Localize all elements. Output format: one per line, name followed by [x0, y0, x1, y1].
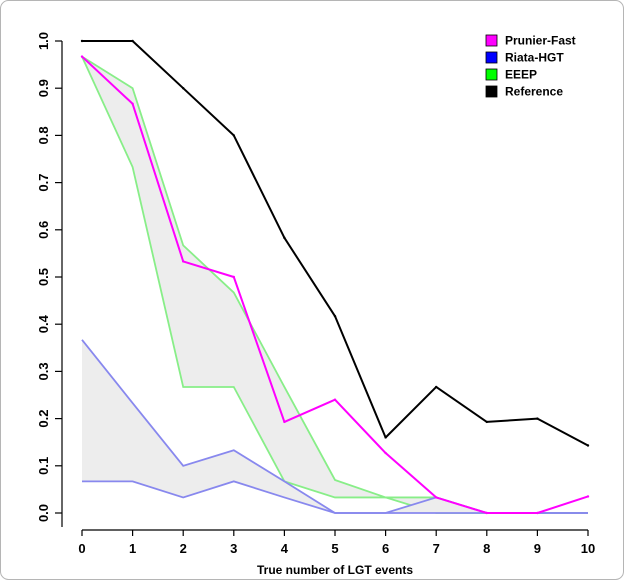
legend-swatch-prunier-fast [485, 34, 498, 47]
x-tick-label: 0 [78, 541, 85, 556]
x-tick-label: 9 [534, 541, 541, 556]
x-tick-label: 3 [230, 541, 237, 556]
x-tick-label: 4 [281, 541, 289, 556]
reference-point [182, 87, 185, 90]
x-axis-title: True number of LGT events [257, 563, 413, 577]
axes-layer: True number of LGT events 0.0 0.1 0.2 0.3 0.… [36, 32, 595, 577]
riata-hgt-band-fill [82, 339, 588, 513]
prunier-fast-point [333, 398, 337, 401]
reference-point [283, 236, 286, 240]
prunier-fast-point [384, 451, 387, 455]
y-tick-label: 0.5 [36, 268, 51, 286]
prunier-fast-point [586, 495, 590, 498]
eeep-band-fill [82, 56, 588, 514]
lines-layer [80, 39, 590, 515]
y-tick-label: 0.7 [36, 174, 51, 192]
y-tick-label: 0.1 [36, 457, 51, 475]
legend-label-eeep: EEEP [505, 68, 537, 82]
reference-point [435, 385, 438, 389]
reference-point [536, 417, 539, 420]
prunier-fast-point [485, 511, 488, 515]
y-tick-label: 0.9 [36, 79, 51, 97]
prunier-fast-point [283, 420, 286, 424]
x-tick-label: 10 [581, 541, 595, 556]
y-tick-label: 0.8 [36, 126, 51, 144]
x-tick-label: 8 [483, 541, 490, 556]
legend-label-reference: Reference [505, 85, 563, 99]
legend-label-prunier-fast: Prunier-Fast [505, 34, 576, 48]
legend-swatch-eeep [485, 68, 498, 81]
reference-point [131, 39, 134, 43]
x-tick-label: 6 [382, 541, 389, 556]
reference-point [485, 420, 488, 424]
reference-point [232, 134, 235, 137]
y-tick-label: 0.0 [36, 504, 51, 522]
legend: Prunier-Fast Riata-HGT EEEP Reference [485, 34, 576, 99]
prunier-fast-point [232, 275, 235, 279]
prunier-fast-point [435, 496, 438, 499]
x-tick-label: 1 [129, 541, 136, 556]
y-tick-label: 1.0 [36, 32, 51, 50]
y-tick-label: 0.3 [36, 362, 51, 380]
x-tick-label: 7 [433, 541, 440, 556]
y-tick-label: 0.6 [36, 221, 51, 239]
y-tick-label: 0.2 [36, 410, 51, 428]
prunier-fast-point [536, 511, 539, 515]
legend-label-riata-hgt: Riata-HGT [505, 51, 564, 65]
x-tick-label: 2 [180, 541, 187, 556]
reference-point [333, 314, 337, 318]
prunier-fast-point [131, 102, 134, 105]
prunier-fast-point [80, 55, 84, 58]
prunier-fast-point [182, 260, 185, 263]
reference-point [80, 39, 84, 43]
legend-swatch-reference [485, 85, 498, 98]
y-tick-label: 0.4 [36, 314, 51, 333]
reference-point [586, 444, 590, 447]
x-tick-label: 5 [331, 541, 338, 556]
reference-point [384, 436, 387, 439]
legend-swatch-riata-hgt [485, 51, 498, 64]
